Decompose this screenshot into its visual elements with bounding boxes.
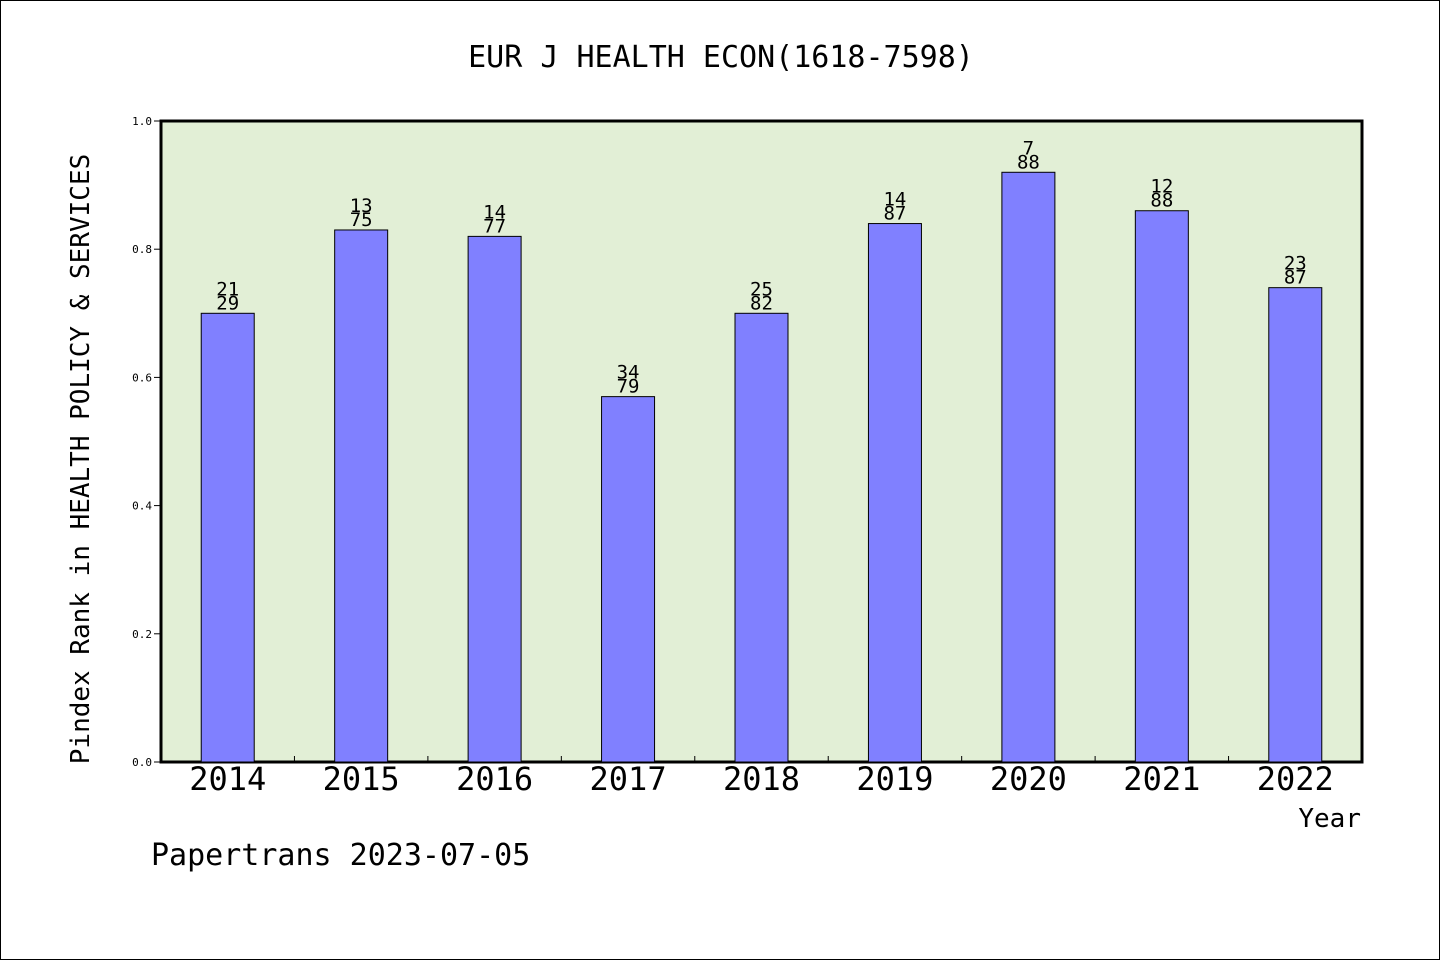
y-tick-label: 0.8 [132,243,152,256]
bar-2017 [601,396,656,763]
x-tick-label: 2017 [590,760,667,798]
x-tick-label: 2019 [856,760,933,798]
x-tick-label: 2014 [189,760,266,798]
x-tick-label: 2020 [990,760,1067,798]
bars-group [200,171,1323,763]
y-tick-label: 0.0 [132,756,152,769]
bar-2014 [200,312,255,763]
data-label-rank: 21 [216,278,239,300]
data-label-rank: 25 [750,278,773,300]
bar-2020 [1001,171,1056,763]
data-label-total: 87 [883,203,906,225]
y-tick-label: 1.0 [132,115,152,128]
data-label-rank: 12 [1150,176,1173,198]
x-tick-label: 2022 [1257,760,1334,798]
data-label-rank: 13 [350,195,373,217]
data-label-total: 82 [750,292,773,314]
x-tick-label: 2015 [323,760,400,798]
y-tick-label: 0.6 [132,371,152,384]
bar-2022 [1268,287,1323,763]
data-label-rank: 23 [1284,253,1307,275]
x-axis-label: Year [1298,804,1361,834]
x-tick-label: 2021 [1123,760,1200,798]
x-tick-label: 2018 [723,760,800,798]
data-label-total: 75 [350,209,373,231]
data-label-rank: 7 [1023,137,1034,159]
data-label-total: 29 [216,292,239,314]
bar-2021 [1134,210,1189,763]
footer-text: Papertrans 2023-07-05 [151,838,530,873]
x-tick-label: 2016 [456,760,533,798]
bar-2019 [867,223,922,763]
bar-2018 [734,312,789,763]
data-label-total: 79 [617,376,640,398]
data-label-rank: 14 [483,201,506,223]
bar-2015 [334,229,389,763]
data-label-total: 88 [1017,151,1040,173]
bar-2016 [467,235,522,763]
y-tick-label: 0.4 [132,500,152,513]
y-axis: 0.0 0.2 0.4 0.6 0.8 1.0 [132,115,161,769]
data-label-total: 77 [483,215,506,237]
y-tick-label: 0.2 [132,628,152,641]
data-label-rank: 34 [617,362,640,384]
x-axis: 2014 2015 2016 2017 2018 2019 2020 2021 2022 [189,756,1334,798]
data-label-total: 88 [1150,190,1173,212]
chart-title: EUR J HEALTH ECON(1618-7598) [468,40,974,75]
data-label-rank: 14 [883,189,906,211]
data-label-total: 87 [1284,267,1307,289]
y-axis-label: Pindex Rank in HEALTH POLICY & SERVICES [66,154,96,764]
